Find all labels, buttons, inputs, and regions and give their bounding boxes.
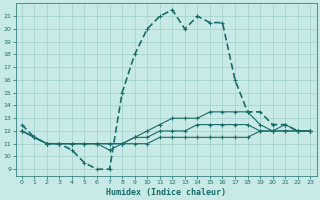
X-axis label: Humidex (Indice chaleur): Humidex (Indice chaleur) (106, 188, 226, 197)
